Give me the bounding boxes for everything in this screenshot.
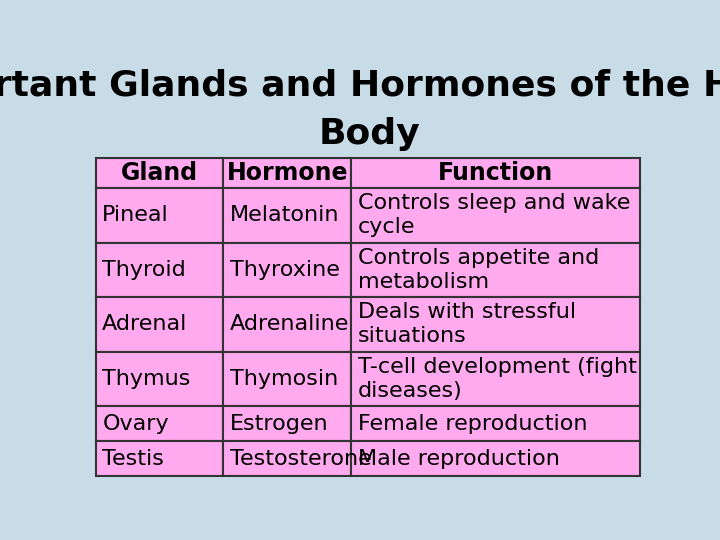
Bar — [351, 188, 639, 242]
Text: Pineal: Pineal — [102, 206, 169, 226]
Bar — [223, 441, 351, 476]
Text: Male reproduction: Male reproduction — [358, 449, 560, 469]
Bar — [223, 297, 351, 352]
Bar — [351, 297, 639, 352]
Bar — [96, 242, 223, 297]
Text: Hormone: Hormone — [227, 161, 348, 185]
Text: Ovary: Ovary — [102, 414, 169, 434]
Text: Adrenaline: Adrenaline — [230, 314, 349, 334]
Bar — [96, 297, 223, 352]
Bar — [351, 441, 639, 476]
Text: Controls appetite and
metabolism: Controls appetite and metabolism — [358, 248, 599, 292]
Text: Female reproduction: Female reproduction — [358, 414, 588, 434]
Bar — [351, 158, 639, 188]
Bar — [223, 406, 351, 441]
Text: Important Glands and Hormones of the Human: Important Glands and Hormones of the Hum… — [0, 69, 720, 103]
Text: Thyroxine: Thyroxine — [230, 260, 340, 280]
Bar — [223, 352, 351, 406]
Bar — [351, 242, 639, 297]
Text: Function: Function — [438, 161, 553, 185]
Bar — [351, 352, 639, 406]
Bar — [96, 158, 223, 188]
Bar — [223, 242, 351, 297]
Bar — [96, 352, 223, 406]
Text: Testosterone: Testosterone — [230, 449, 372, 469]
Bar — [223, 188, 351, 242]
Text: Thyroid: Thyroid — [102, 260, 186, 280]
Bar — [96, 441, 223, 476]
Text: Thymus: Thymus — [102, 369, 191, 389]
Text: Deals with stressful
situations: Deals with stressful situations — [358, 302, 576, 347]
Bar — [96, 188, 223, 242]
Text: Body: Body — [318, 117, 420, 151]
Text: Thymosin: Thymosin — [230, 369, 338, 389]
Text: Testis: Testis — [102, 449, 164, 469]
Text: Adrenal: Adrenal — [102, 314, 188, 334]
Text: Gland: Gland — [121, 161, 198, 185]
Bar — [223, 158, 351, 188]
Bar — [96, 406, 223, 441]
Text: T-cell development (fight
diseases): T-cell development (fight diseases) — [358, 357, 637, 401]
Text: Controls sleep and wake
cycle: Controls sleep and wake cycle — [358, 193, 630, 238]
Bar — [351, 406, 639, 441]
Text: Estrogen: Estrogen — [230, 414, 329, 434]
Text: Melatonin: Melatonin — [230, 206, 340, 226]
